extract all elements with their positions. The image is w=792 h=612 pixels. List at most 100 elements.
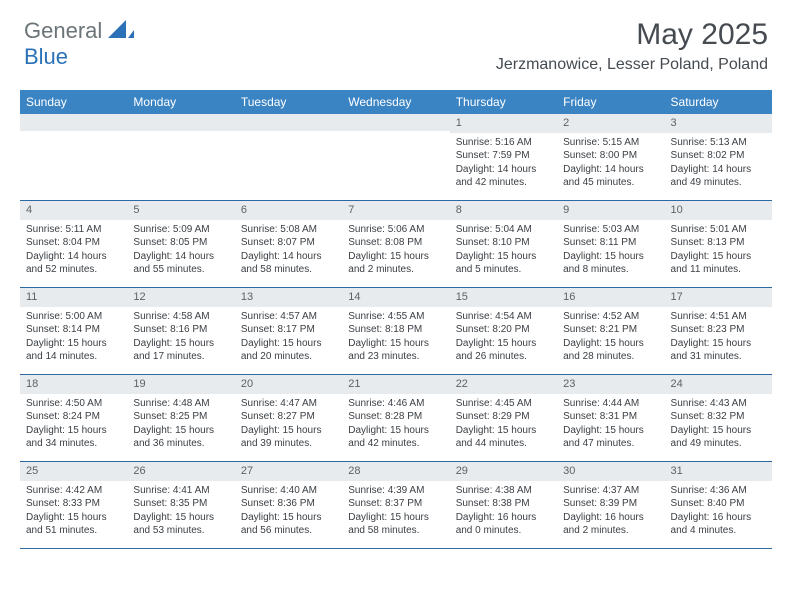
sunrise-text: Sunrise: 5:04 AM [456,223,551,237]
day-number: 12 [127,288,234,307]
day-cell: 8Sunrise: 5:04 AMSunset: 8:10 PMDaylight… [450,201,557,287]
sunset-text: Sunset: 8:10 PM [456,236,551,250]
sunset-text: Sunset: 8:39 PM [563,497,658,511]
daylight-text: Daylight: 15 hours and 8 minutes. [563,250,658,277]
sunset-text: Sunset: 8:38 PM [456,497,551,511]
day-number: 3 [665,114,772,133]
day-body: Sunrise: 5:09 AMSunset: 8:05 PMDaylight:… [127,220,234,281]
day-number: 5 [127,201,234,220]
day-number: 30 [557,462,664,481]
sunset-text: Sunset: 8:13 PM [671,236,766,250]
daylight-text: Daylight: 15 hours and 53 minutes. [133,511,228,538]
day-number: 18 [20,375,127,394]
daylight-text: Daylight: 14 hours and 42 minutes. [456,163,551,190]
day-body: Sunrise: 5:00 AMSunset: 8:14 PMDaylight:… [20,307,127,368]
daylight-text: Daylight: 16 hours and 2 minutes. [563,511,658,538]
sunset-text: Sunset: 7:59 PM [456,149,551,163]
daylight-text: Daylight: 15 hours and 44 minutes. [456,424,551,451]
sunset-text: Sunset: 8:14 PM [26,323,121,337]
day-cell [20,114,127,200]
logo-triangle-icon [108,20,134,38]
day-number: 9 [557,201,664,220]
day-body: Sunrise: 4:41 AMSunset: 8:35 PMDaylight:… [127,481,234,542]
sunset-text: Sunset: 8:24 PM [26,410,121,424]
weeks-container: 1Sunrise: 5:16 AMSunset: 7:59 PMDaylight… [20,114,772,549]
sunset-text: Sunset: 8:25 PM [133,410,228,424]
day-cell: 13Sunrise: 4:57 AMSunset: 8:17 PMDayligh… [235,288,342,374]
daylight-text: Daylight: 16 hours and 0 minutes. [456,511,551,538]
day-number: 8 [450,201,557,220]
day-body: Sunrise: 4:55 AMSunset: 8:18 PMDaylight:… [342,307,449,368]
day-number: 21 [342,375,449,394]
day-number: 28 [342,462,449,481]
day-body: Sunrise: 4:42 AMSunset: 8:33 PMDaylight:… [20,481,127,542]
day-cell: 5Sunrise: 5:09 AMSunset: 8:05 PMDaylight… [127,201,234,287]
day-number [127,114,234,131]
day-number: 22 [450,375,557,394]
sunset-text: Sunset: 8:04 PM [26,236,121,250]
day-cell: 21Sunrise: 4:46 AMSunset: 8:28 PMDayligh… [342,375,449,461]
daylight-text: Daylight: 15 hours and 2 minutes. [348,250,443,277]
daylight-text: Daylight: 15 hours and 47 minutes. [563,424,658,451]
daylight-text: Daylight: 14 hours and 52 minutes. [26,250,121,277]
sunrise-text: Sunrise: 5:00 AM [26,310,121,324]
day-body: Sunrise: 4:52 AMSunset: 8:21 PMDaylight:… [557,307,664,368]
day-number: 24 [665,375,772,394]
week-row: 18Sunrise: 4:50 AMSunset: 8:24 PMDayligh… [20,375,772,462]
day-cell: 23Sunrise: 4:44 AMSunset: 8:31 PMDayligh… [557,375,664,461]
day-body: Sunrise: 4:57 AMSunset: 8:17 PMDaylight:… [235,307,342,368]
day-cell: 24Sunrise: 4:43 AMSunset: 8:32 PMDayligh… [665,375,772,461]
sunset-text: Sunset: 8:02 PM [671,149,766,163]
sunset-text: Sunset: 8:40 PM [671,497,766,511]
day-number: 31 [665,462,772,481]
day-number [235,114,342,131]
day-number: 10 [665,201,772,220]
day-cell: 3Sunrise: 5:13 AMSunset: 8:02 PMDaylight… [665,114,772,200]
sunset-text: Sunset: 8:28 PM [348,410,443,424]
dayname-thu: Thursday [450,90,557,114]
day-number: 23 [557,375,664,394]
sunrise-text: Sunrise: 5:03 AM [563,223,658,237]
sunrise-text: Sunrise: 5:16 AM [456,136,551,150]
day-number: 13 [235,288,342,307]
day-body: Sunrise: 4:47 AMSunset: 8:27 PMDaylight:… [235,394,342,455]
dayname-fri: Friday [557,90,664,114]
logo-text: General Blue [24,18,134,70]
day-body: Sunrise: 5:13 AMSunset: 8:02 PMDaylight:… [665,133,772,194]
sunrise-text: Sunrise: 4:39 AM [348,484,443,498]
sunset-text: Sunset: 8:17 PM [241,323,336,337]
sunset-text: Sunset: 8:21 PM [563,323,658,337]
day-body: Sunrise: 5:08 AMSunset: 8:07 PMDaylight:… [235,220,342,281]
day-cell: 12Sunrise: 4:58 AMSunset: 8:16 PMDayligh… [127,288,234,374]
day-cell: 6Sunrise: 5:08 AMSunset: 8:07 PMDaylight… [235,201,342,287]
calendar: Sunday Monday Tuesday Wednesday Thursday… [20,90,772,549]
day-cell: 7Sunrise: 5:06 AMSunset: 8:08 PMDaylight… [342,201,449,287]
sunset-text: Sunset: 8:36 PM [241,497,336,511]
daylight-text: Daylight: 15 hours and 49 minutes. [671,424,766,451]
sunrise-text: Sunrise: 5:06 AM [348,223,443,237]
daylight-text: Daylight: 15 hours and 36 minutes. [133,424,228,451]
sunset-text: Sunset: 8:08 PM [348,236,443,250]
sunrise-text: Sunrise: 4:48 AM [133,397,228,411]
day-cell: 19Sunrise: 4:48 AMSunset: 8:25 PMDayligh… [127,375,234,461]
day-body: Sunrise: 4:37 AMSunset: 8:39 PMDaylight:… [557,481,664,542]
sunset-text: Sunset: 8:11 PM [563,236,658,250]
day-cell: 14Sunrise: 4:55 AMSunset: 8:18 PMDayligh… [342,288,449,374]
day-number: 16 [557,288,664,307]
sunrise-text: Sunrise: 5:01 AM [671,223,766,237]
daylight-text: Daylight: 15 hours and 26 minutes. [456,337,551,364]
day-body: Sunrise: 4:36 AMSunset: 8:40 PMDaylight:… [665,481,772,542]
day-number: 26 [127,462,234,481]
day-cell: 18Sunrise: 4:50 AMSunset: 8:24 PMDayligh… [20,375,127,461]
day-cell [342,114,449,200]
day-body: Sunrise: 5:01 AMSunset: 8:13 PMDaylight:… [665,220,772,281]
sunrise-text: Sunrise: 4:46 AM [348,397,443,411]
sunrise-text: Sunrise: 4:54 AM [456,310,551,324]
location-text: Jerzmanowice, Lesser Poland, Poland [496,56,768,74]
day-body: Sunrise: 4:43 AMSunset: 8:32 PMDaylight:… [665,394,772,455]
daylight-text: Daylight: 14 hours and 58 minutes. [241,250,336,277]
sunrise-text: Sunrise: 4:51 AM [671,310,766,324]
day-body: Sunrise: 4:54 AMSunset: 8:20 PMDaylight:… [450,307,557,368]
day-number: 14 [342,288,449,307]
dayname-tue: Tuesday [235,90,342,114]
